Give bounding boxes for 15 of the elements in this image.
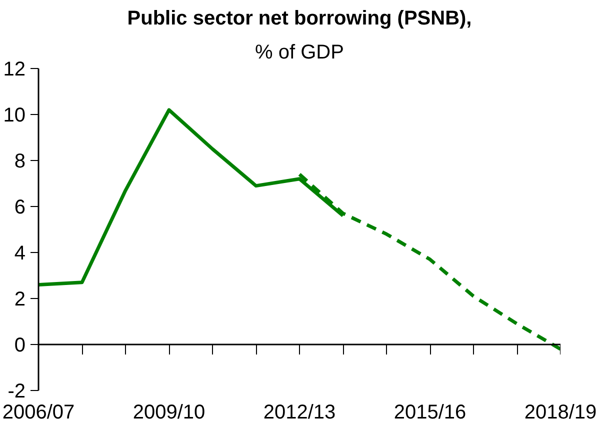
y-tick-label: -2 <box>8 380 26 402</box>
y-tick-label: 0 <box>14 334 26 356</box>
x-tick-label: 2009/10 <box>132 402 206 424</box>
y-tick-label: 4 <box>14 242 26 264</box>
x-tick-label: 2018/19 <box>524 402 597 424</box>
x-tick-label: 2015/16 <box>394 402 466 424</box>
chart-title: Public sector net borrowing (PSNB), <box>127 8 472 30</box>
x-tick-label: 2006/07 <box>2 402 75 424</box>
chart-subtitle: % of GDP <box>255 42 344 64</box>
y-tick-label: 8 <box>14 150 26 172</box>
y-tick-label: 2 <box>14 288 26 310</box>
y-tick-label: 12 <box>3 58 26 80</box>
y-tick-label: 10 <box>3 104 26 126</box>
x-tick-label: 2012/13 <box>263 402 336 424</box>
y-tick-label: 6 <box>14 196 26 218</box>
